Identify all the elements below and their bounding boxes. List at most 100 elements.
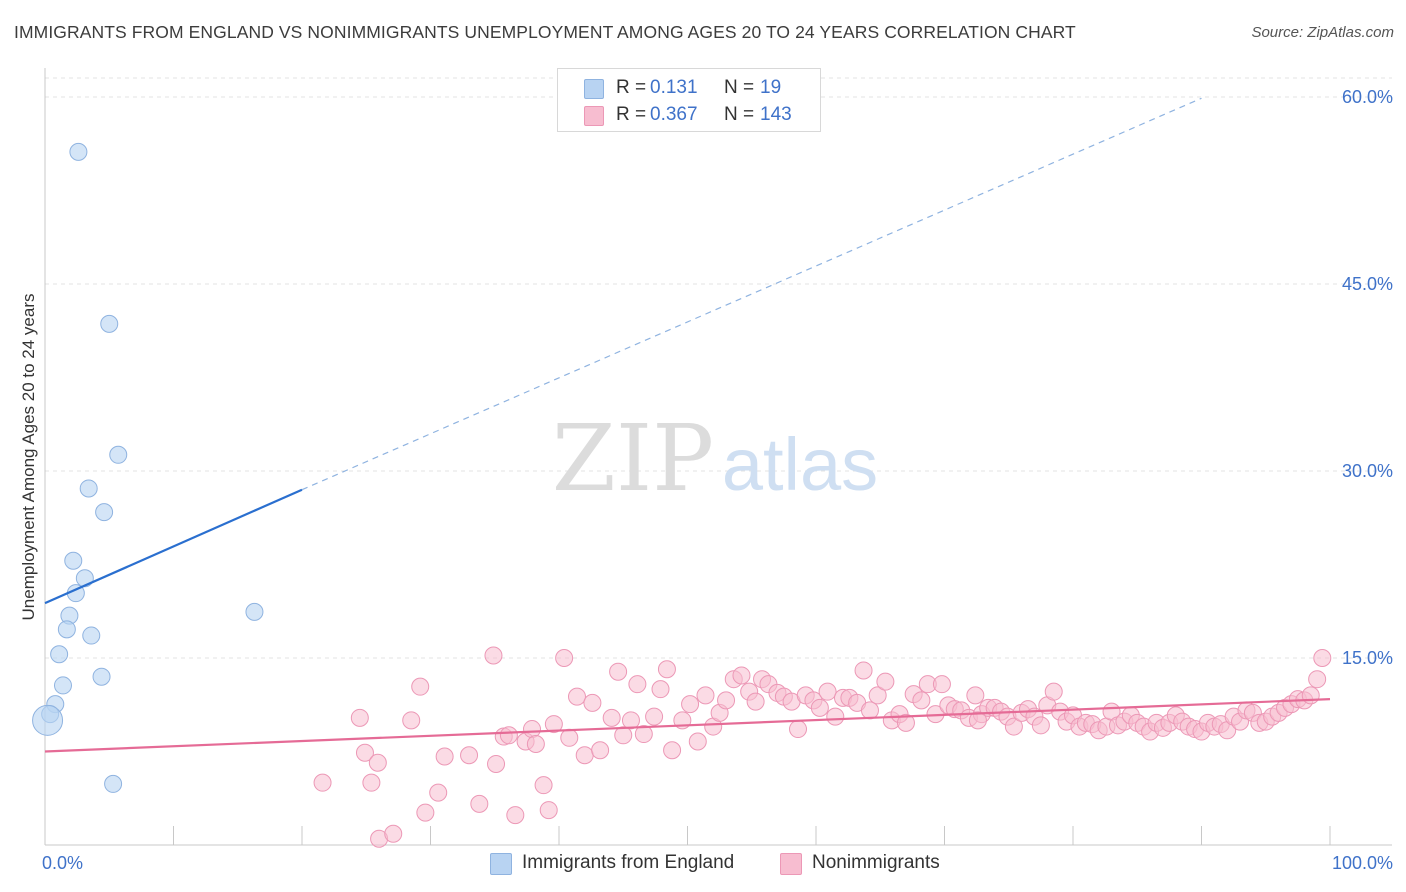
data-point-nonimmigrants bbox=[609, 662, 628, 681]
data-point-nonimmigrants bbox=[1031, 716, 1050, 735]
data-point-nonimmigrants bbox=[487, 754, 506, 773]
data-point-nonimmigrants bbox=[555, 649, 574, 667]
trend-lines bbox=[44, 97, 1331, 753]
data-point-nonimmigrants bbox=[681, 695, 700, 714]
x-tick-label: 100.0% bbox=[1332, 853, 1393, 873]
data-point-nonimmigrants bbox=[484, 646, 503, 665]
data-point-immigrants bbox=[92, 667, 111, 686]
series-nonimmigrants bbox=[313, 646, 1332, 848]
legend-n-value: 143 bbox=[760, 104, 792, 125]
data-point-nonimmigrants bbox=[544, 715, 563, 734]
data-point-immigrants bbox=[100, 314, 119, 333]
legend-n-label: N = bbox=[724, 104, 755, 125]
data-point-nonimmigrants bbox=[634, 725, 653, 744]
trend-line-immigrants-extension bbox=[301, 97, 1202, 491]
data-point-nonimmigrants bbox=[355, 743, 374, 762]
data-point-nonimmigrants bbox=[368, 753, 387, 772]
data-point-nonimmigrants bbox=[506, 806, 525, 825]
data-point-immigrants bbox=[75, 569, 94, 588]
data-point-nonimmigrants bbox=[362, 773, 381, 792]
data-point-nonimmigrants bbox=[1313, 649, 1332, 667]
y-tick-label: 15.0% bbox=[1342, 648, 1393, 668]
data-point-nonimmigrants bbox=[560, 728, 579, 747]
data-point-nonimmigrants bbox=[350, 708, 369, 727]
data-point-nonimmigrants bbox=[717, 691, 736, 710]
data-point-nonimmigrants bbox=[876, 672, 895, 691]
data-point-immigrants bbox=[53, 676, 72, 695]
data-point-nonimmigrants bbox=[539, 801, 558, 820]
data-point-nonimmigrants bbox=[567, 687, 586, 706]
bottom-legend-swatch-pink bbox=[780, 853, 802, 875]
data-point-immigrants bbox=[245, 602, 264, 621]
data-point-nonimmigrants bbox=[534, 776, 553, 795]
legend: R = 0.131 N = 19 R = 0.367 N = 143 bbox=[557, 68, 821, 132]
data-point-nonimmigrants bbox=[523, 720, 542, 739]
data-point-nonimmigrants bbox=[575, 746, 594, 765]
grid bbox=[45, 77, 1392, 659]
bottom-legend-label: Nonimmigrants bbox=[812, 852, 940, 873]
data-point-nonimmigrants bbox=[966, 686, 985, 705]
data-point-nonimmigrants bbox=[416, 803, 435, 822]
chart-title: IMMIGRANTS FROM ENGLAND VS NONIMMIGRANTS… bbox=[14, 22, 1076, 42]
legend-r-value: 0.131 bbox=[650, 77, 698, 98]
data-point-nonimmigrants bbox=[968, 711, 987, 730]
data-point-immigrants bbox=[95, 503, 114, 522]
x-tick-label: 0.0% bbox=[42, 853, 83, 873]
data-point-nonimmigrants bbox=[651, 680, 670, 699]
data-point-nonimmigrants bbox=[732, 666, 751, 685]
data-point-nonimmigrants bbox=[810, 698, 829, 717]
data-point-nonimmigrants bbox=[826, 707, 845, 726]
data-point-nonimmigrants bbox=[663, 741, 682, 760]
legend-n-value: 19 bbox=[760, 77, 782, 98]
data-point-nonimmigrants bbox=[526, 735, 545, 754]
data-point-immigrants bbox=[109, 445, 128, 464]
data-point-immigrants bbox=[104, 774, 123, 793]
data-point-nonimmigrants bbox=[591, 741, 610, 760]
trend-line-nonimmigrants bbox=[44, 698, 1331, 753]
data-point-nonimmigrants bbox=[402, 711, 421, 730]
data-point-nonimmigrants bbox=[313, 773, 332, 792]
data-point-immigrants bbox=[50, 645, 69, 664]
data-point-nonimmigrants bbox=[1301, 686, 1320, 705]
data-point-immigrants bbox=[82, 626, 101, 645]
data-point-immigrants bbox=[32, 704, 64, 736]
y-axis-label: Unemployment Among Ages 20 to 24 years bbox=[19, 294, 38, 621]
legend-swatch-pink bbox=[584, 106, 604, 126]
data-point-nonimmigrants bbox=[628, 675, 647, 694]
trend-line-immigrants bbox=[44, 488, 303, 605]
watermark: ZIP atlas bbox=[552, 405, 878, 512]
data-point-nonimmigrants bbox=[688, 732, 707, 751]
data-point-nonimmigrants bbox=[602, 708, 621, 727]
bottom-legend-swatch-blue bbox=[490, 853, 512, 875]
data-point-nonimmigrants bbox=[696, 686, 715, 705]
legend-n-label: N = bbox=[724, 77, 755, 98]
data-point-nonimmigrants bbox=[657, 660, 676, 679]
data-point-nonimmigrants bbox=[932, 675, 951, 694]
data-point-nonimmigrants bbox=[429, 783, 448, 802]
data-point-nonimmigrants bbox=[583, 693, 602, 712]
data-point-nonimmigrants bbox=[854, 661, 873, 680]
watermark-atlas: atlas bbox=[722, 423, 878, 506]
data-point-nonimmigrants bbox=[411, 677, 430, 696]
legend-row-immigrants: R = 0.131 N = 19 bbox=[558, 75, 820, 101]
data-point-nonimmigrants bbox=[746, 692, 765, 711]
data-point-nonimmigrants bbox=[818, 682, 837, 701]
data-point-nonimmigrants bbox=[435, 747, 454, 766]
data-point-nonimmigrants bbox=[868, 686, 887, 705]
legend-swatch-blue bbox=[584, 79, 604, 99]
series-immigrants-from-england bbox=[32, 142, 264, 793]
data-point-nonimmigrants bbox=[621, 711, 640, 730]
data-point-nonimmigrants bbox=[1308, 670, 1327, 689]
watermark-zip: ZIP bbox=[552, 405, 714, 512]
data-point-immigrants bbox=[69, 142, 88, 161]
data-point-nonimmigrants bbox=[789, 720, 808, 739]
data-point-nonimmigrants bbox=[860, 701, 879, 720]
data-point-nonimmigrants bbox=[460, 746, 479, 765]
data-point-nonimmigrants bbox=[614, 726, 633, 745]
data-point-immigrants bbox=[64, 551, 83, 570]
legend-row-nonimmigrants: R = 0.367 N = 143 bbox=[558, 102, 820, 128]
data-point-nonimmigrants bbox=[499, 726, 518, 745]
tick-labels: 15.0% 30.0% 45.0% 60.0% 0.0% 100.0% bbox=[42, 87, 1393, 873]
y-tick-label: 30.0% bbox=[1342, 461, 1393, 481]
data-point-nonimmigrants bbox=[1004, 717, 1023, 736]
